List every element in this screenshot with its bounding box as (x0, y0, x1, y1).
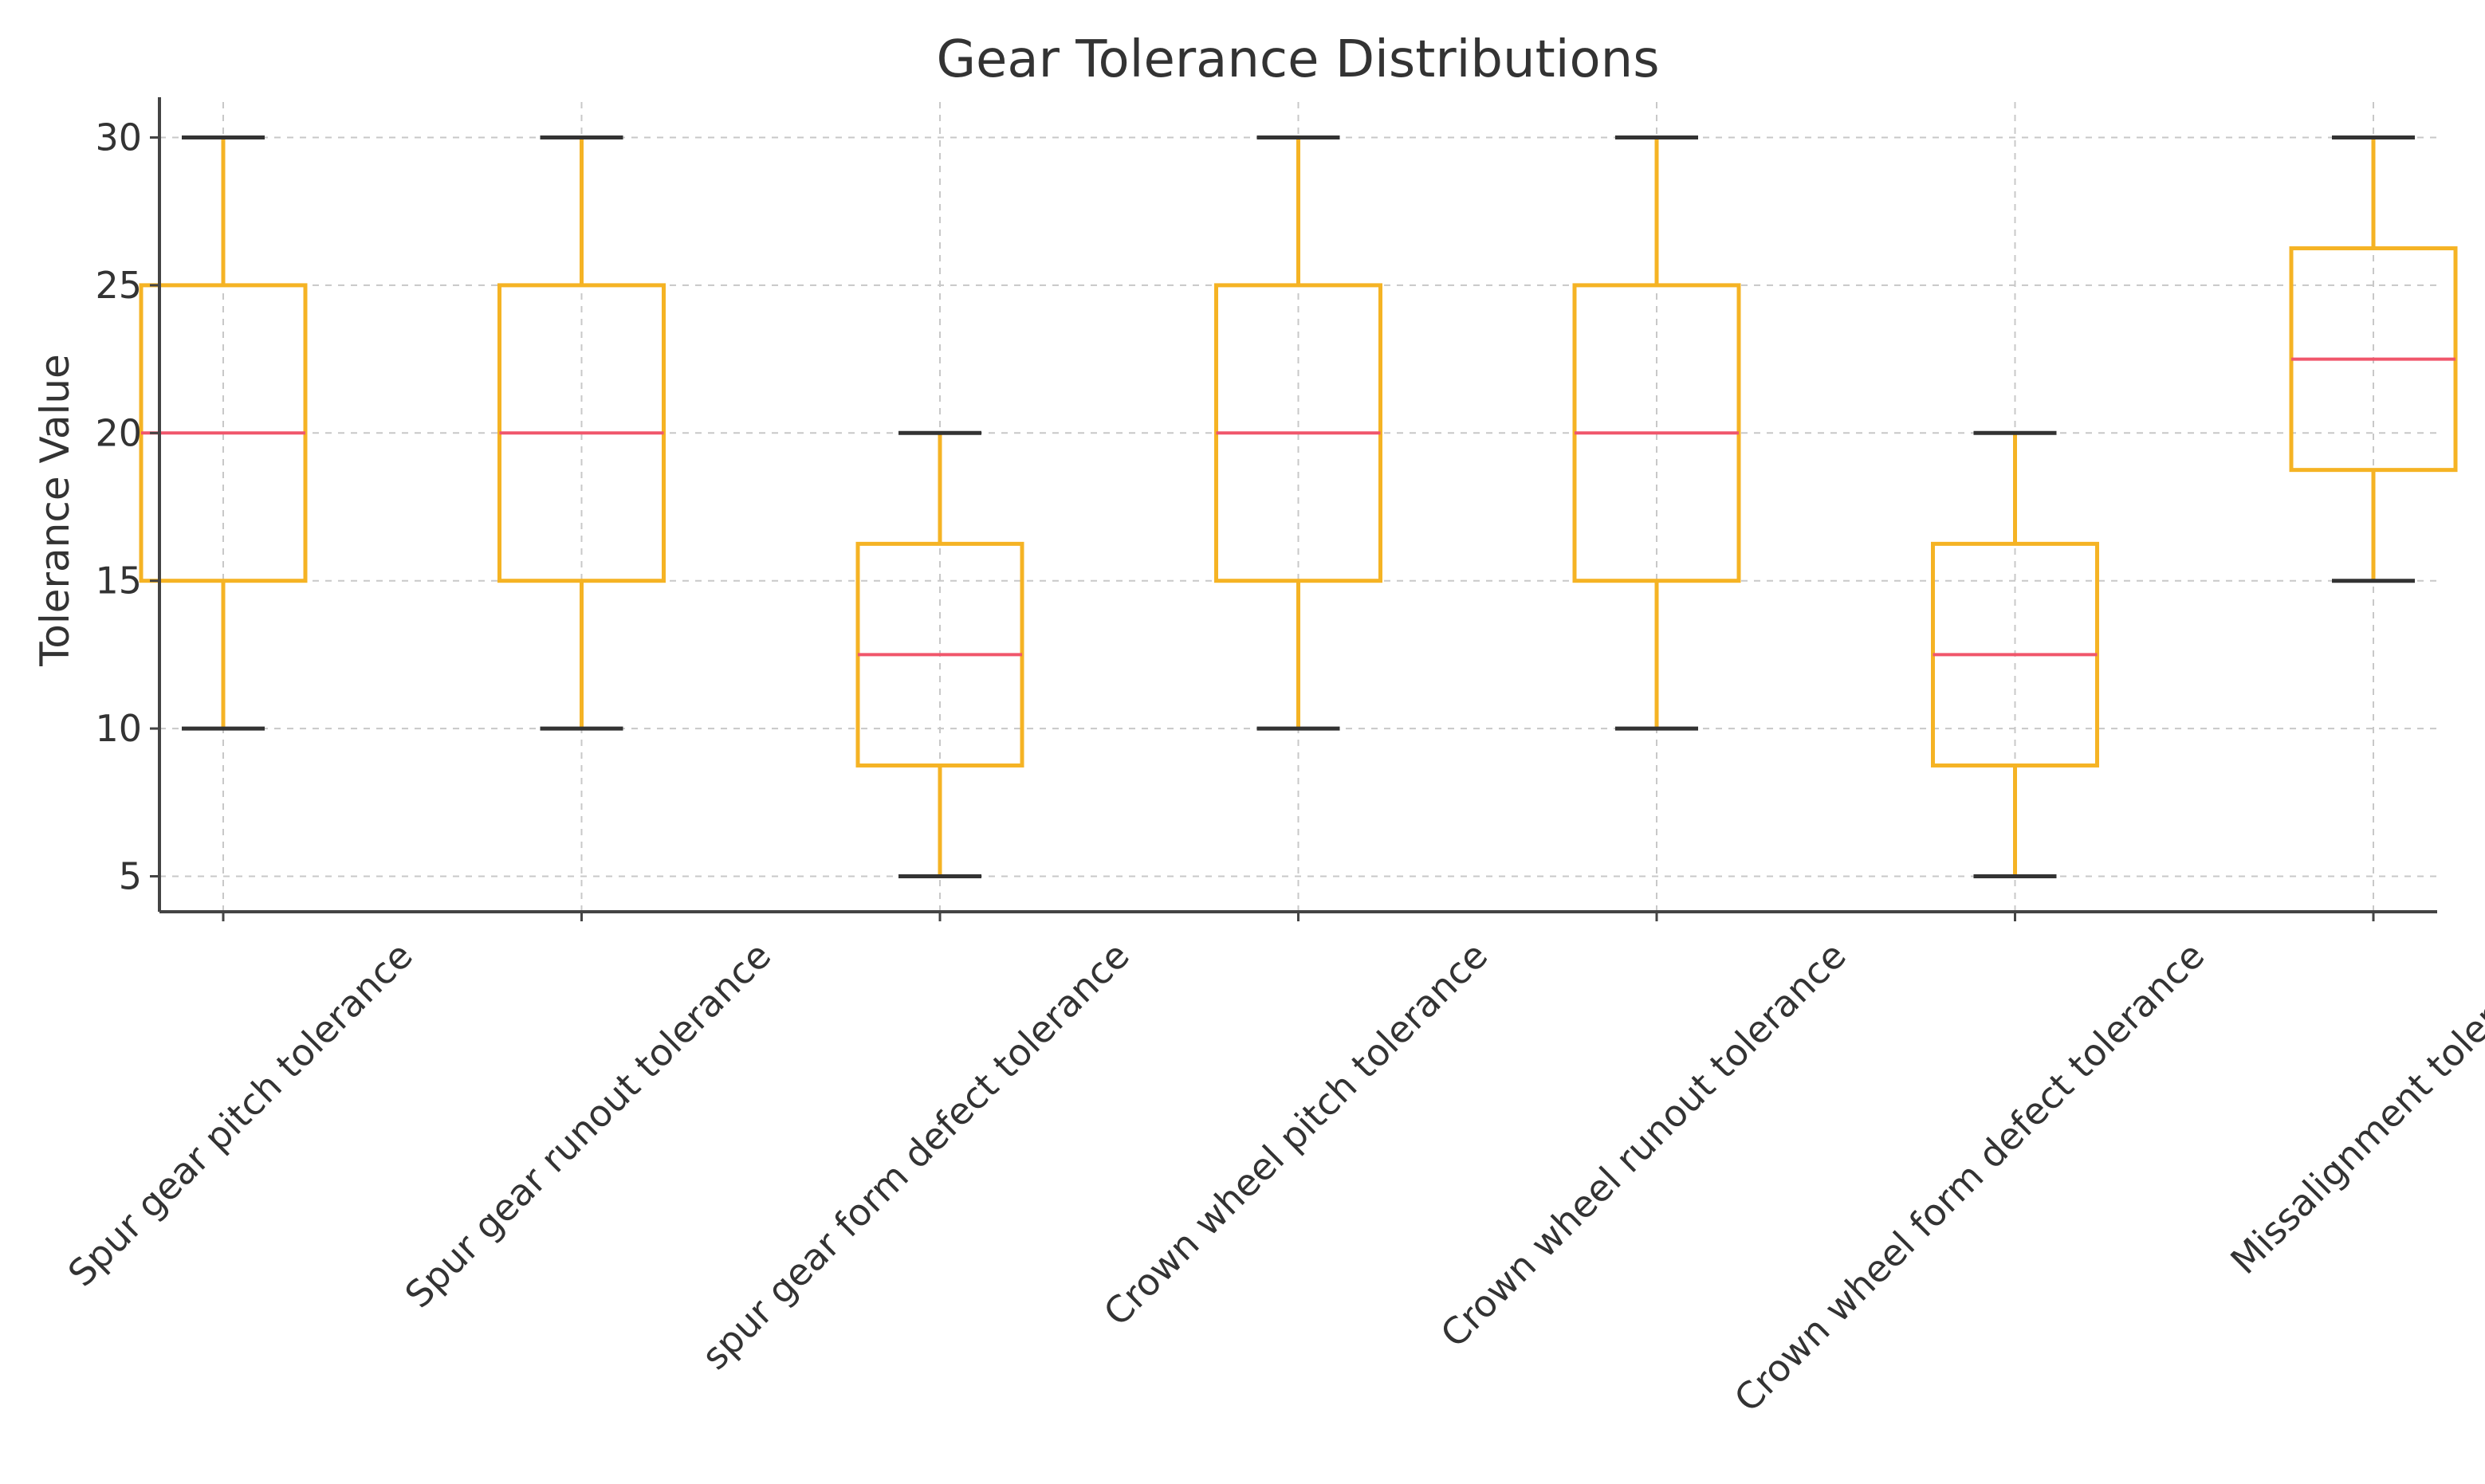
y-tick-label-5: 5 (119, 855, 142, 898)
y-tick-label-15: 15 (95, 559, 142, 603)
y-tick-label-10: 10 (95, 707, 142, 750)
y-tick-labels: 5 10 15 20 25 30 (95, 116, 142, 897)
x-tick-label-3: Crown wheel pitch tolerance (1095, 934, 1496, 1334)
axes (150, 97, 2437, 921)
box-group-2 (855, 430, 1024, 879)
box-group-6 (2289, 135, 2458, 583)
box-group-5 (1931, 430, 2099, 879)
box-group-3 (1214, 135, 1382, 731)
box-group-4 (1572, 135, 1741, 731)
box-group-1 (497, 135, 666, 731)
box-group-0 (139, 135, 308, 731)
chart-title: Gear Tolerance Distributions (936, 30, 1659, 89)
x-tick-label-0: Spur gear pitch tolerance (60, 934, 421, 1295)
y-axis-label: Tolerance Value (32, 354, 78, 667)
y-tick-label-25: 25 (95, 264, 142, 307)
x-tick-label-4: Crown wheel runout tolerance (1432, 934, 1854, 1356)
y-tick-label-20: 20 (95, 411, 142, 454)
y-tick-label-30: 30 (95, 116, 142, 159)
x-tick-label-6: Missalignment tolerance (2222, 934, 2485, 1282)
boxes (139, 135, 2458, 879)
x-tick-label-1: Spur gear runout tolerance (396, 934, 779, 1317)
x-tick-label-2: spur gear form defect tolerance (694, 934, 1138, 1378)
